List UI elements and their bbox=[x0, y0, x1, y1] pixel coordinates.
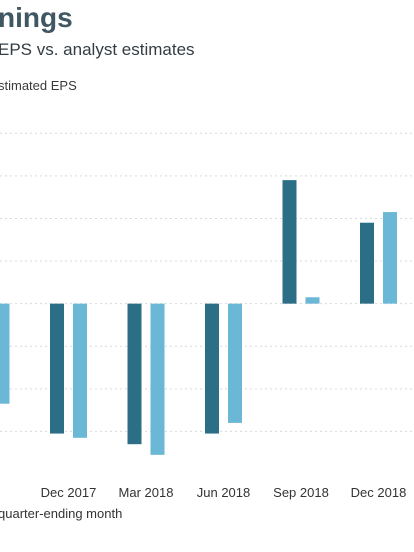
bar-estimated-eps-0 bbox=[0, 303, 10, 404]
bar-estimated-eps-2 bbox=[150, 303, 165, 455]
bar-estimated-eps-4 bbox=[305, 297, 320, 304]
bar-estimated-eps-5 bbox=[383, 212, 397, 304]
bar-eps-5 bbox=[360, 222, 374, 304]
x-axis-label: quarter-ending month bbox=[0, 506, 123, 521]
bar-eps-2 bbox=[127, 303, 142, 445]
x-tick-label: Dec 2018 bbox=[351, 485, 407, 500]
x-tick-label: Sep 2018 bbox=[273, 485, 329, 500]
bar-eps-3 bbox=[205, 303, 219, 434]
bar-eps-4 bbox=[282, 180, 297, 304]
x-tick-label: Mar 2018 bbox=[119, 485, 174, 500]
legend-entry-estimated-eps: stimated EPS bbox=[0, 78, 77, 93]
x-tick-label: Jun 2018 bbox=[197, 485, 251, 500]
chart-subtitle: EPS vs. analyst estimates bbox=[0, 40, 195, 59]
bars bbox=[0, 180, 397, 455]
bar-estimated-eps-1 bbox=[73, 303, 87, 438]
x-tick-label: Dec 2017 bbox=[41, 485, 97, 500]
bar-eps-1 bbox=[50, 303, 64, 434]
chart-title: nings bbox=[0, 2, 73, 33]
bar-estimated-eps-3 bbox=[228, 303, 242, 423]
